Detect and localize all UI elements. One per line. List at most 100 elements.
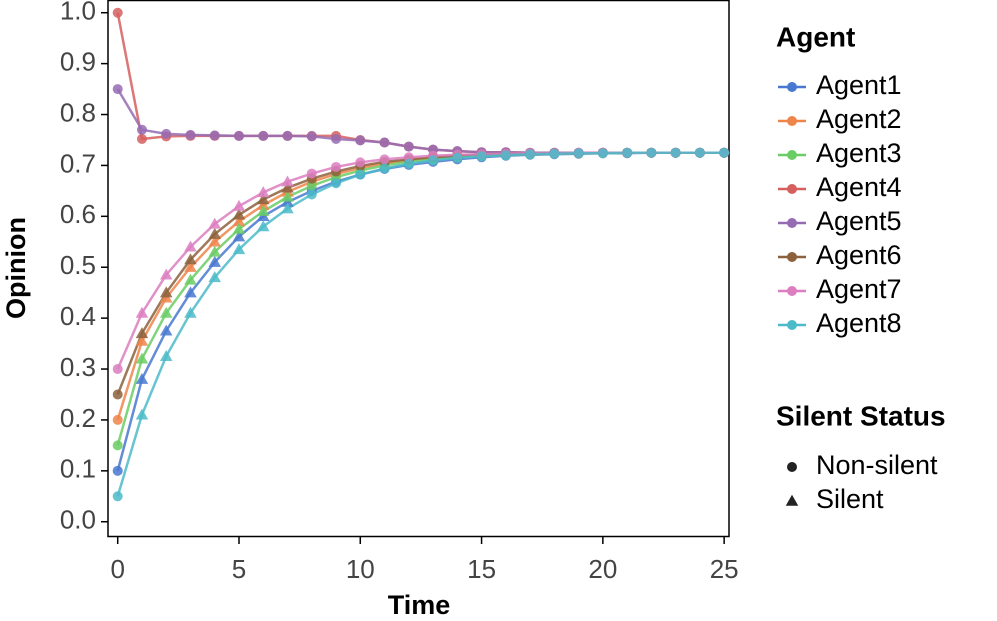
series-line bbox=[116, 88, 725, 154]
data-point bbox=[112, 389, 123, 400]
y-axis-title: Opinion bbox=[1, 217, 31, 319]
legend-label: Silent bbox=[816, 484, 884, 514]
legend-shape bbox=[787, 462, 797, 472]
data-point bbox=[232, 215, 246, 227]
data-point bbox=[184, 260, 197, 272]
data-point bbox=[135, 306, 149, 318]
data-point bbox=[185, 129, 196, 140]
legend-marker bbox=[787, 116, 797, 126]
x-axis-title: Time bbox=[388, 590, 451, 620]
data-point bbox=[331, 161, 342, 172]
y-tick-label: 0.4 bbox=[60, 301, 96, 331]
legend-marker bbox=[787, 218, 797, 228]
legend-label: Agent4 bbox=[816, 172, 902, 202]
data-point bbox=[597, 148, 608, 159]
data-point bbox=[719, 147, 730, 158]
data-point bbox=[281, 175, 294, 187]
data-point bbox=[159, 268, 173, 280]
data-point bbox=[281, 181, 294, 193]
legend-label: Agent2 bbox=[816, 104, 902, 134]
legend-marker bbox=[787, 320, 797, 330]
y-tick-label: 0.7 bbox=[60, 148, 96, 178]
data-point bbox=[135, 352, 149, 364]
series-line bbox=[116, 151, 725, 395]
legend-marker bbox=[787, 184, 797, 194]
data-point bbox=[232, 230, 246, 242]
data-point bbox=[355, 135, 366, 146]
data-point bbox=[209, 130, 220, 141]
data-point bbox=[646, 147, 657, 158]
data-point bbox=[257, 220, 270, 232]
legend-label: Non-silent bbox=[816, 450, 938, 480]
data-point bbox=[112, 84, 123, 95]
y-tick-label: 1.0 bbox=[60, 0, 96, 26]
data-point bbox=[257, 193, 270, 205]
data-point bbox=[184, 273, 197, 285]
shape-legend-title: Silent Status bbox=[776, 400, 946, 431]
y-tick-label: 0.1 bbox=[60, 454, 96, 484]
data-point bbox=[208, 271, 221, 283]
data-point bbox=[306, 168, 317, 179]
legend-shape bbox=[785, 494, 799, 506]
data-point bbox=[112, 7, 123, 18]
data-point bbox=[112, 414, 123, 425]
data-point bbox=[159, 286, 173, 298]
data-point bbox=[135, 327, 149, 339]
data-point bbox=[159, 306, 173, 318]
data-point bbox=[135, 408, 149, 420]
legend-marker bbox=[787, 150, 797, 160]
data-point bbox=[136, 124, 147, 135]
series-line bbox=[116, 151, 725, 472]
legend-label: Agent7 bbox=[816, 274, 902, 304]
x-tick-label: 25 bbox=[710, 554, 739, 584]
data-point bbox=[136, 133, 147, 144]
data-point bbox=[452, 152, 463, 163]
data-point bbox=[476, 151, 487, 162]
legend-marker bbox=[787, 286, 797, 296]
series-line bbox=[116, 151, 725, 497]
data-point bbox=[355, 157, 366, 168]
data-point bbox=[355, 169, 366, 180]
data-point bbox=[184, 253, 197, 265]
data-point bbox=[379, 137, 390, 148]
y-tick-label: 0.9 bbox=[60, 47, 96, 77]
data-point bbox=[184, 240, 197, 252]
legend-label: Agent1 bbox=[816, 70, 902, 100]
y-tick-label: 0.6 bbox=[60, 199, 96, 229]
data-point bbox=[403, 158, 414, 169]
data-point bbox=[622, 147, 633, 158]
data-point bbox=[525, 149, 536, 160]
data-point bbox=[379, 163, 390, 174]
data-point bbox=[159, 350, 173, 361]
data-point bbox=[135, 334, 149, 346]
x-tick-label: 10 bbox=[346, 554, 375, 584]
data-point bbox=[306, 180, 317, 191]
data-point bbox=[232, 222, 246, 234]
data-point bbox=[184, 286, 197, 298]
data-point bbox=[670, 147, 681, 158]
data-point bbox=[379, 154, 390, 165]
data-point bbox=[428, 155, 439, 166]
legend-label: Agent5 bbox=[816, 206, 902, 236]
data-point bbox=[281, 190, 294, 202]
data-point bbox=[232, 199, 246, 211]
data-point bbox=[135, 372, 149, 384]
y-tick-label: 0.2 bbox=[60, 403, 96, 433]
plot-frame bbox=[107, 0, 730, 538]
data-point bbox=[331, 133, 342, 144]
legend-label: Agent3 bbox=[816, 138, 902, 168]
data-point bbox=[208, 217, 221, 229]
x-tick-label: 20 bbox=[588, 554, 617, 584]
data-point bbox=[208, 245, 221, 257]
data-point bbox=[208, 235, 221, 247]
data-point bbox=[694, 147, 705, 158]
data-point bbox=[232, 208, 246, 220]
y-tick-label: 0.8 bbox=[60, 97, 96, 127]
data-point bbox=[112, 440, 123, 451]
data-point bbox=[112, 364, 123, 375]
data-point bbox=[281, 202, 294, 214]
legend-title: Agent bbox=[776, 21, 855, 52]
data-point bbox=[257, 186, 270, 198]
data-point bbox=[161, 128, 172, 139]
